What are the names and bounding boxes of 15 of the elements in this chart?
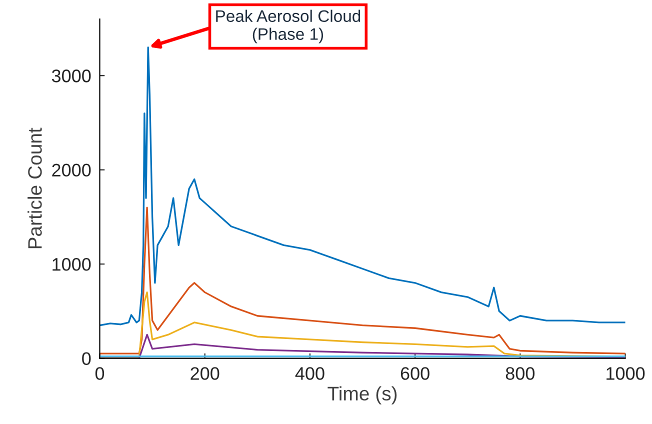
y-tick-label: 3000	[52, 70, 91, 82]
y-tick-label: 0	[82, 352, 91, 365]
y-axis-title: Particle Count	[28, 128, 42, 248]
line-series	[100, 206, 626, 354]
x-tick-label: 800	[506, 367, 535, 380]
x-tick-label: 400	[295, 367, 324, 380]
line-series	[100, 46, 626, 326]
annotation: Peak Aerosol Cloud (Phase 1)	[216, 10, 360, 44]
x-axis-title: Time (s)	[328, 386, 397, 404]
y-tick-label: 1000	[52, 258, 91, 271]
x-tick-label: 0	[95, 367, 104, 380]
x-tick-label: 200	[190, 367, 220, 380]
x-tick-label: 1000	[606, 367, 645, 380]
x-tick-label: 600	[400, 367, 430, 380]
y-tick-label: 2000	[52, 164, 91, 177]
